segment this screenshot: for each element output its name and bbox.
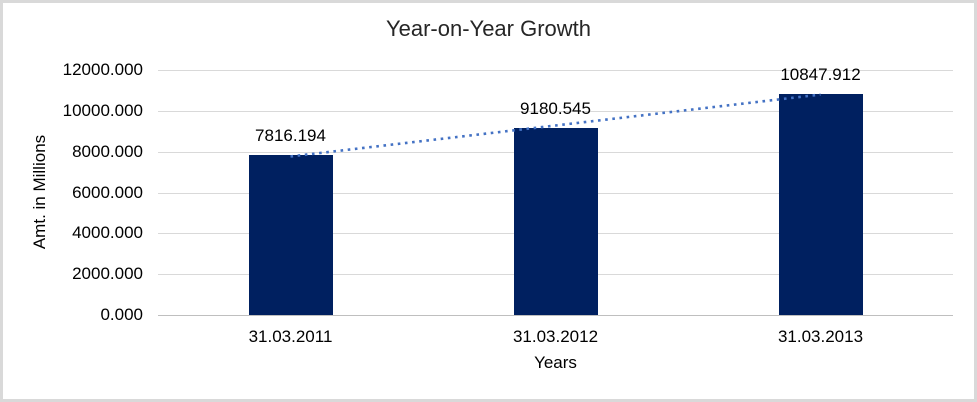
bar-31.03.2013 xyxy=(778,93,863,315)
chart-title: Year-on-Year Growth xyxy=(385,16,592,41)
x-axis-line xyxy=(158,315,953,316)
bar-data-label: 9180.545 xyxy=(520,98,591,118)
gridline xyxy=(158,70,953,71)
y-tick-label: 8000.000 xyxy=(72,142,143,161)
y-tick-label: 10000.000 xyxy=(62,101,143,120)
bar-31.03.2012 xyxy=(513,127,598,315)
bar-31.03.2011 xyxy=(248,155,333,315)
y-tick-label: 2000.000 xyxy=(72,264,143,283)
y-tick-label: 0.000 xyxy=(100,305,143,324)
y-tick-label: 12000.000 xyxy=(62,60,143,79)
x-tick-label: 31.03.2013 xyxy=(777,327,864,346)
y-tick-label: 4000.000 xyxy=(72,223,143,242)
bar-data-label: 10847.912 xyxy=(780,64,861,84)
x-axis-title: Years xyxy=(534,353,577,372)
bar-data-label: 7816.194 xyxy=(255,126,326,146)
x-tick-label: 31.03.2011 xyxy=(248,327,333,346)
y-tick-label: 6000.000 xyxy=(72,183,143,202)
x-tick-label: 31.03.2012 xyxy=(512,327,599,346)
